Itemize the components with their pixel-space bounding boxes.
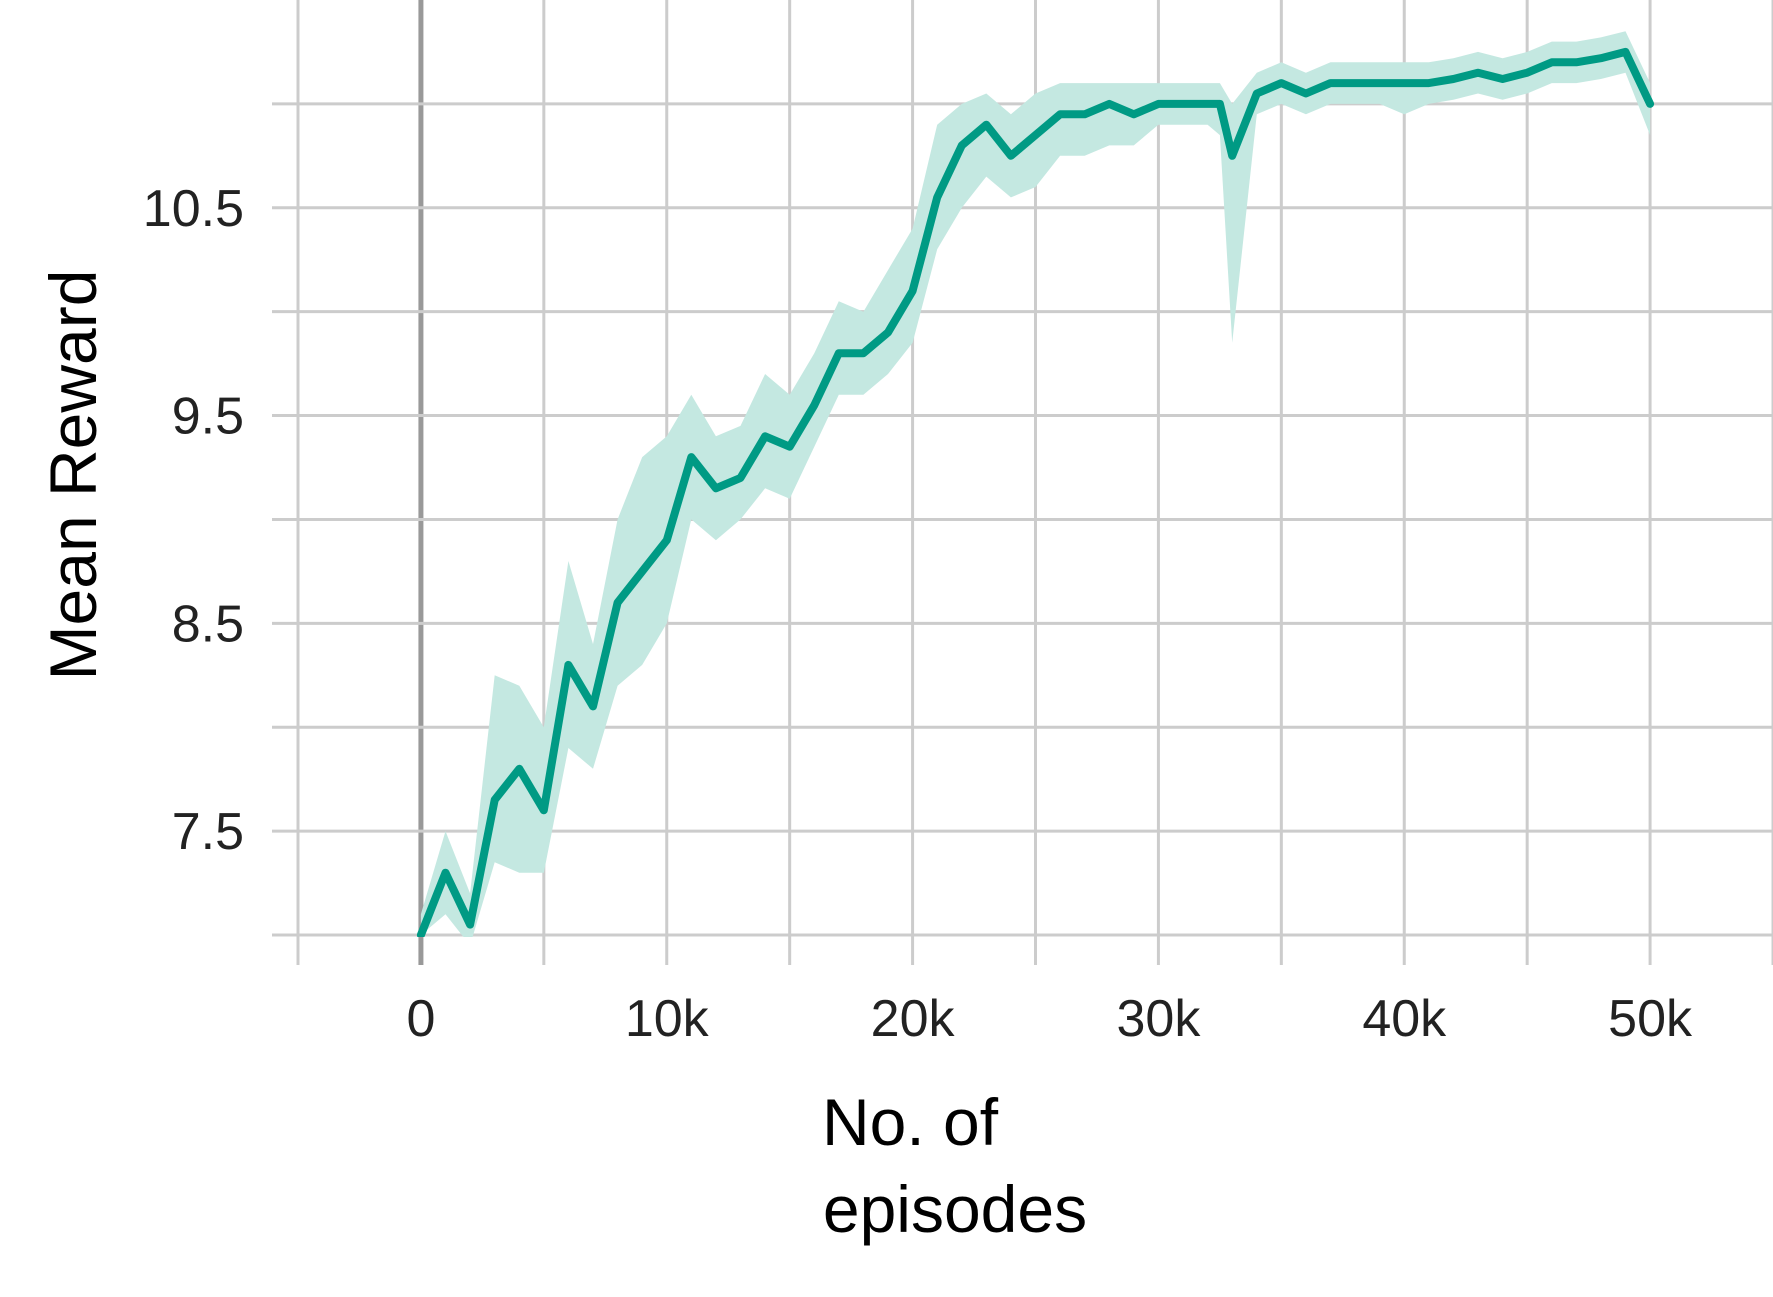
x-tick-label: 30k [1116, 990, 1201, 1048]
x-tick-labels: 0 10k 20k 30k 40k 50k [406, 990, 1693, 1048]
x-tick-label: 20k [871, 990, 956, 1048]
y-tick-label: 7.5 [172, 803, 244, 861]
mean-reward-series-path [416, 47, 1655, 937]
x-tick-label: 10k [625, 990, 710, 1048]
y-axis-title: Mean Reward [36, 270, 110, 681]
mean-reward-line [416, 47, 1655, 937]
x-tick-label: 0 [406, 990, 435, 1048]
x-tick-label: 40k [1362, 990, 1447, 1048]
y-tick-labels: 7.5 8.5 9.5 10.5 [143, 180, 244, 861]
confidence-band [420, 31, 1651, 937]
confidence-band-area [420, 31, 1651, 937]
y-tick-label: 10.5 [143, 180, 244, 238]
x-tick-label: 50k [1608, 990, 1693, 1048]
y-tick-label: 8.5 [172, 595, 244, 653]
x-axis-title-line-1: No. of [822, 1085, 999, 1159]
gridlines [272, 0, 1773, 965]
x-axis-title-line-2: episodes [823, 1172, 1087, 1246]
y-tick-label: 9.5 [172, 388, 244, 446]
